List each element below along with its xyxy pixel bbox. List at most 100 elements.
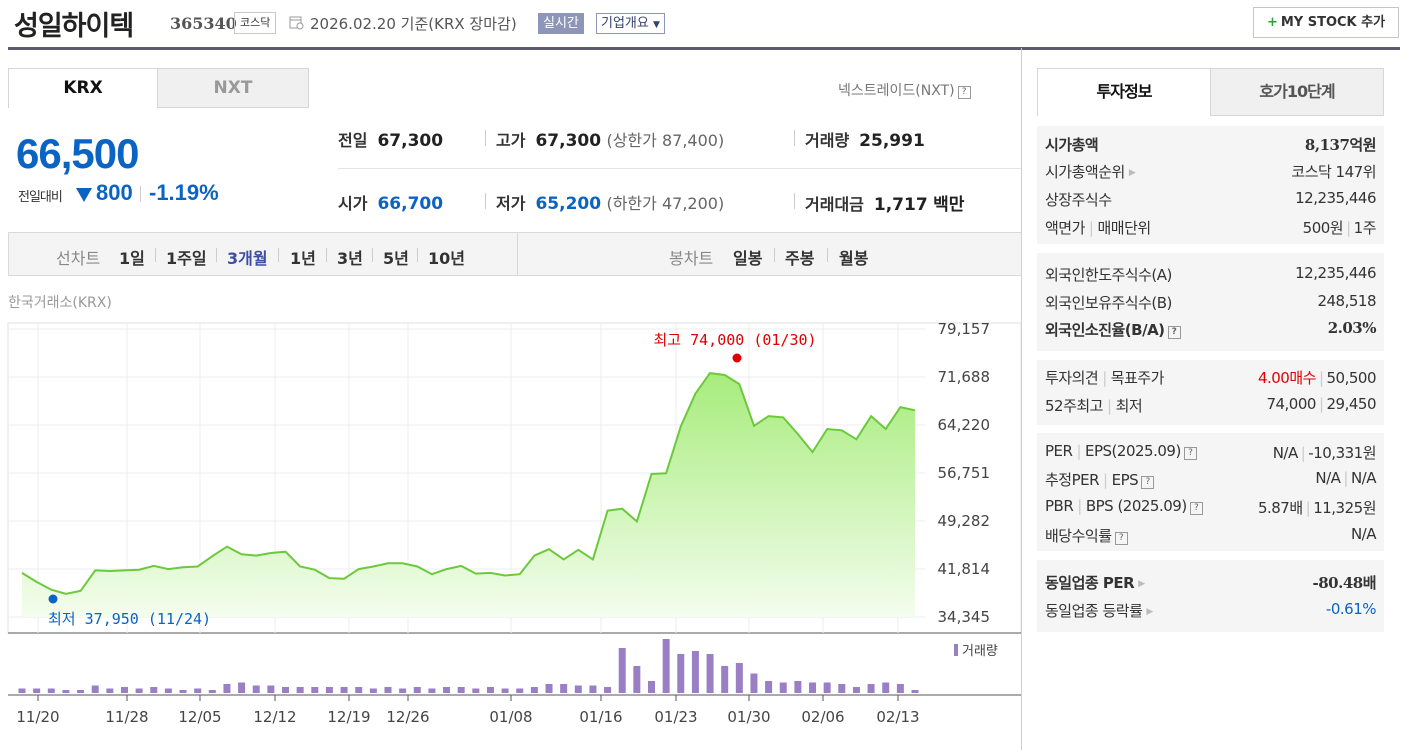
y-tick-label: 34,345 [938,608,991,626]
period-10y[interactable]: 10년 [428,249,465,268]
divider [827,248,828,262]
volume-bar [691,651,699,693]
y-tick-label: 64,220 [938,416,991,434]
price-chart[interactable]: 79,157 71,688 64,220 56,751 49,282 41,814 34,3… [0,300,1022,750]
divider [794,193,795,209]
volume-bar [47,688,55,693]
divider [372,248,373,262]
volume-bar [208,690,216,693]
chart-source: 한국거래소(KRX) [8,295,112,311]
period-3m[interactable]: 3개월 [227,249,268,268]
volume-bar [413,687,421,693]
industry-per-row[interactable]: 동일업종 PER ▶ -80.48배 [1045,574,1376,592]
tab-orderbook-10[interactable]: 호가10단계 [1210,68,1384,116]
volume-bar [238,682,246,693]
industry-change-row[interactable]: 동일업종 등락률 ▶ -0.61% [1045,600,1377,620]
volume-bar [911,690,919,693]
chevron-right-icon: ▶ [1128,168,1136,178]
volume-bar [735,663,743,693]
help-icon[interactable]: ? [1141,476,1155,489]
volume-bar [721,666,729,693]
volume-bar [809,682,817,693]
opinion-row: 투자의견 | 목표주가 4.00매수 | 50,500 [1045,369,1376,387]
chevron-down-icon: ▼ [652,20,660,30]
divider [485,193,486,209]
stock-header: 성일하이텍 365340 코스닥 2026.02.20 기준(KRX 장마감) … [0,0,1408,48]
volume-bar [574,685,582,693]
candle-monthly[interactable]: 월봉 [839,249,869,268]
volume-bar [223,684,231,693]
volume-bar [472,688,480,693]
stock-code: 365340 [170,14,237,33]
volume-bar [91,685,99,693]
current-price: 66,500 [16,130,139,177]
candle-chart-label[interactable]: 봉차트 [669,249,714,268]
help-icon[interactable]: ? [957,86,971,99]
volume-bar [179,690,187,693]
period-5y[interactable]: 5년 [383,249,409,268]
volume-legend-label: 거래량 [962,644,998,659]
volume-legend-swatch [954,644,958,656]
realtime-button[interactable]: 실시간 [538,13,584,34]
candle-weekly[interactable]: 주봉 [785,249,815,268]
volume-bar [135,688,143,693]
add-mystock-button[interactable]: + MY STOCK 추가 [1253,7,1399,38]
tab-investment-info[interactable]: 투자정보 [1037,68,1211,116]
volume-bar [340,687,348,693]
period-1d[interactable]: 1일 [119,249,145,268]
tab-krx[interactable]: KRX [8,68,158,108]
divider [774,248,775,262]
nxt-info-link[interactable]: 넥스트레이드(NXT)? [838,80,971,100]
divider [140,186,141,202]
volume-bar [33,688,41,693]
help-icon[interactable]: ? [1167,326,1181,339]
volume-bar [677,654,685,693]
help-icon[interactable]: ? [1189,502,1203,515]
y-tick-label: 41,814 [938,560,991,578]
x-tick-label: 01/16 [579,708,622,726]
volume-bar [516,688,524,693]
volume-bar [428,688,436,693]
y-tick-label: 49,282 [938,512,991,530]
tab-nxt[interactable]: NXT [157,68,309,108]
volume-bar [311,687,319,693]
change-label: 전일대비 [18,190,63,205]
foreign-section: 외국인한도주식수(A) 12,235,446 외국인보유주식수(B) 248,518… [1037,253,1384,351]
divider [155,248,156,262]
period-1y[interactable]: 1년 [290,249,316,268]
volume-bar [750,673,758,693]
period-3y[interactable]: 3년 [337,249,363,268]
volume-bar [443,687,451,693]
divider [794,130,795,146]
volume-bar [296,687,304,693]
x-tick-label: 11/28 [105,708,148,726]
x-tick-label: 01/30 [727,708,770,726]
chevron-right-icon: ▶ [1138,579,1145,589]
divider [326,248,327,262]
divider [1021,48,1022,750]
help-icon[interactable]: ? [1114,532,1128,545]
per-eps-row: PER | EPS(2025.09)? N/A | -10,331원 [1045,442,1376,462]
divider [278,248,279,262]
down-arrow-icon [76,188,92,202]
volume-bar [399,688,407,693]
volume-bar [501,688,509,693]
company-overview-dropdown[interactable]: 기업개요 ▼ [596,13,665,34]
line-chart-label[interactable]: 선차트 [56,249,101,268]
prev-close: 전일 67,300 [338,131,444,151]
y-tick-label: 56,751 [938,464,991,482]
period-1w[interactable]: 1주일 [166,249,207,268]
market-cap-rank-row[interactable]: 시가총액순위 ▶ 코스닥 147위 [1045,163,1376,181]
face-value-row: 액면가 | 매매단위 500원 | 1주 [1045,219,1377,237]
industry-section: 동일업종 PER ▶ -80.48배 동일업종 등락률 ▶ -0.61% [1037,560,1384,632]
volume: 거래량 25,991 [805,131,925,151]
candle-daily[interactable]: 일봉 [733,249,763,268]
volume-bar [355,687,363,693]
volume-bar [106,688,114,693]
help-icon[interactable]: ? [1183,447,1197,460]
volume-bar [267,685,275,693]
listed-shares-row: 상장주식수 12,235,446 [1045,189,1376,209]
volume-bar [633,666,641,693]
52week-row: 52주최고 | 최저 74,000 | 29,450 [1045,395,1376,415]
volume-bar [618,648,626,693]
